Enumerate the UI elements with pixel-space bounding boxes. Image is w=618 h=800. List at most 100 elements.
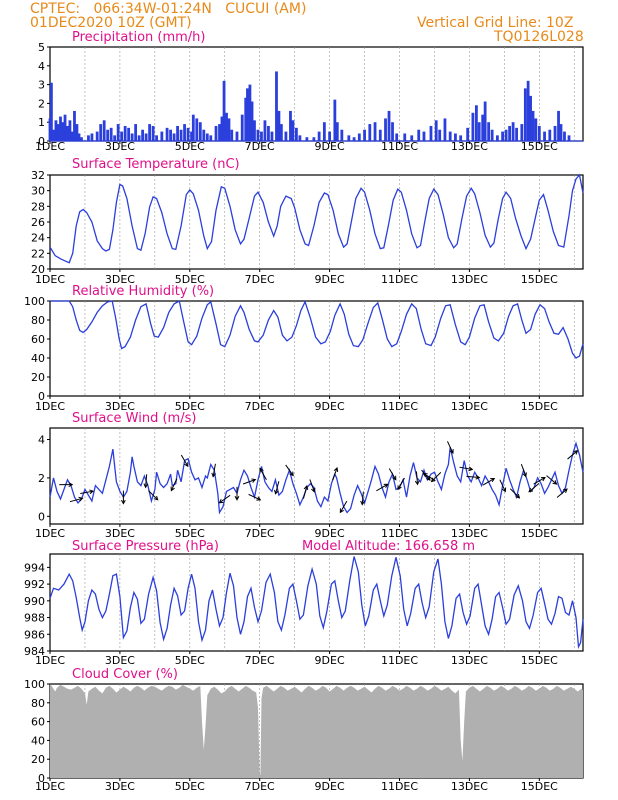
x-tick-label: 13DEC bbox=[451, 273, 488, 286]
panel-title: Surface Wind (m/s) bbox=[72, 411, 196, 426]
x-tick-label: 1DEC bbox=[35, 654, 65, 667]
precip-bar bbox=[537, 125, 541, 141]
panel-title: Relative Humidity (%) bbox=[72, 284, 214, 299]
wind-arrow-head bbox=[259, 467, 264, 473]
panel-title: Cloud Cover (%) bbox=[72, 667, 178, 682]
x-tick-label: 15DEC bbox=[521, 140, 558, 153]
precip-bar bbox=[179, 129, 183, 141]
precip-bar bbox=[487, 122, 491, 141]
wind-arrow bbox=[275, 481, 280, 494]
x-tick-label: 11DEC bbox=[381, 273, 418, 286]
wind-arrow-head bbox=[430, 477, 436, 483]
x-tick-label: 15DEC bbox=[521, 400, 558, 413]
wind-arrow-head bbox=[78, 496, 84, 502]
x-tick-label: 11DEC bbox=[381, 400, 418, 413]
precip-bar bbox=[198, 122, 202, 141]
precip-bar bbox=[490, 129, 494, 141]
precip-bar bbox=[563, 131, 566, 141]
precip-bar bbox=[384, 118, 387, 141]
wind-arrow-head bbox=[383, 483, 389, 488]
x-tick-label: 5DEC bbox=[175, 400, 205, 413]
wind-arrow-head bbox=[143, 483, 149, 489]
wind-arrow-head bbox=[475, 474, 481, 480]
wind-arrow-head bbox=[68, 482, 74, 487]
y-tick-label: 22 bbox=[31, 247, 45, 260]
y-tick-label: 2 bbox=[38, 472, 45, 485]
wind-arrow-head bbox=[218, 498, 224, 504]
wind-arrow bbox=[309, 479, 315, 492]
y-tick-label: 20 bbox=[31, 263, 45, 276]
wind-arrow-head bbox=[311, 487, 316, 493]
wind-arrow-head bbox=[289, 471, 294, 477]
precip-bar bbox=[403, 133, 407, 141]
wind-arrow bbox=[248, 493, 261, 501]
precip-bar bbox=[109, 127, 113, 141]
precip-bar bbox=[523, 88, 527, 141]
precip-bar bbox=[250, 101, 254, 141]
y-tick-label: 4 bbox=[38, 434, 45, 447]
precip-bar bbox=[191, 114, 195, 141]
precip-bar bbox=[137, 135, 141, 141]
precip-bar bbox=[305, 137, 309, 141]
precip-bar bbox=[501, 131, 505, 141]
precip-bar bbox=[205, 133, 209, 141]
y-tick-label: 40 bbox=[31, 352, 45, 365]
precip-bar bbox=[567, 135, 571, 141]
header-datetime: 01DEC2020 10Z (GMT) bbox=[30, 15, 192, 31]
precip-bar bbox=[534, 118, 538, 141]
cloud-cover-area bbox=[50, 684, 583, 778]
panel-frame bbox=[49, 553, 584, 652]
series-line bbox=[50, 300, 584, 359]
wind-arrow bbox=[397, 477, 405, 490]
y-tick-label: 992 bbox=[24, 578, 45, 591]
precip-bar bbox=[378, 129, 382, 141]
wind-arrow bbox=[80, 490, 94, 494]
wind-arrow bbox=[546, 475, 557, 485]
precip-bar bbox=[520, 124, 524, 141]
x-tick-label: 13DEC bbox=[451, 780, 488, 793]
precip-bar bbox=[130, 133, 134, 141]
precip-bar bbox=[95, 131, 99, 141]
y-tick-label: 3 bbox=[38, 79, 45, 92]
precip-bar bbox=[368, 124, 372, 141]
precip-bar bbox=[448, 131, 452, 141]
precip-bar bbox=[511, 122, 515, 141]
wind-arrow bbox=[446, 441, 454, 454]
precip-bar bbox=[218, 124, 221, 141]
precip-bar bbox=[260, 131, 263, 141]
wind-arrow-head bbox=[522, 472, 527, 478]
wind-arrow bbox=[415, 471, 419, 485]
y-tick-label: 100 bbox=[24, 678, 45, 691]
wind-arrow bbox=[388, 468, 397, 480]
x-tick-label: 7DEC bbox=[245, 527, 275, 540]
precip-bar bbox=[438, 129, 442, 141]
wind-arrow-head bbox=[392, 475, 397, 481]
wind-arrow-head bbox=[256, 496, 262, 501]
precip-bar bbox=[165, 127, 169, 141]
precip-bar bbox=[363, 129, 366, 141]
y-tick-label: 984 bbox=[24, 645, 45, 658]
x-tick-label: 9DEC bbox=[315, 654, 345, 667]
y-tick-label: 4 bbox=[38, 60, 45, 73]
precip-bar bbox=[277, 110, 281, 141]
precip-bar bbox=[68, 120, 72, 141]
wind-arrow bbox=[69, 497, 83, 503]
y-tick-label: 80 bbox=[31, 697, 45, 710]
precip-bar bbox=[483, 101, 487, 141]
wind-arrow bbox=[459, 466, 473, 470]
x-tick-label: 9DEC bbox=[315, 400, 345, 413]
wind-arrow bbox=[482, 478, 495, 486]
precip-bar bbox=[263, 120, 267, 141]
header-grid-line: Vertical Grid Line: 10Z bbox=[417, 15, 574, 31]
y-tick-label: 40 bbox=[31, 734, 45, 747]
precip-bar bbox=[160, 131, 164, 141]
precip-bar bbox=[526, 80, 530, 141]
panel-title: Precipitation (mm/h) bbox=[72, 30, 205, 45]
x-tick-label: 9DEC bbox=[315, 273, 345, 286]
precip-bar bbox=[317, 131, 321, 141]
wind-arrow bbox=[302, 485, 308, 499]
precip-bar bbox=[225, 112, 228, 141]
precip-bar bbox=[49, 82, 53, 141]
precip-bar bbox=[410, 135, 414, 141]
